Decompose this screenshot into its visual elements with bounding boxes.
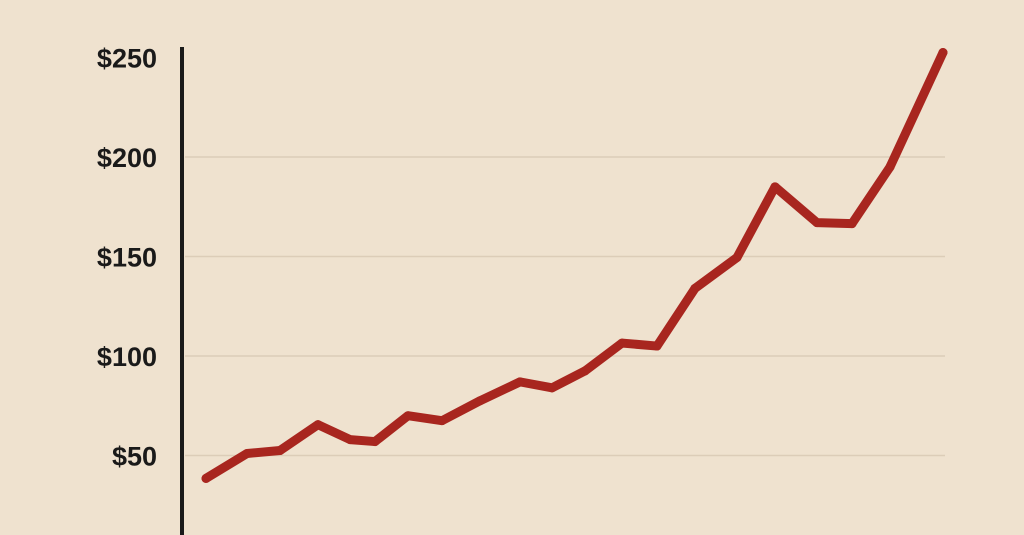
data-point xyxy=(847,219,857,229)
data-point xyxy=(580,366,590,376)
data-point xyxy=(403,411,413,421)
data-point xyxy=(370,437,380,447)
data-point xyxy=(885,162,895,172)
data-point xyxy=(652,341,662,351)
series-line xyxy=(201,48,948,483)
data-point xyxy=(345,435,355,445)
y-tick-label: $200 xyxy=(97,143,157,173)
data-point xyxy=(617,338,627,348)
data-point xyxy=(732,252,742,262)
data-point xyxy=(437,416,447,426)
data-point xyxy=(938,48,948,58)
data-point xyxy=(770,182,780,192)
data-point xyxy=(313,420,323,430)
y-tick-label: $150 xyxy=(97,243,157,273)
data-point xyxy=(547,383,557,393)
data-point xyxy=(201,473,211,483)
y-tick-label: $250 xyxy=(97,44,157,74)
data-point xyxy=(275,446,285,456)
y-tick-label: $50 xyxy=(112,442,157,472)
data-point xyxy=(242,449,252,459)
data-point xyxy=(515,377,525,387)
data-point xyxy=(812,218,822,228)
y-tick-label: $100 xyxy=(97,342,157,372)
data-point xyxy=(475,396,485,406)
data-point xyxy=(690,283,700,293)
